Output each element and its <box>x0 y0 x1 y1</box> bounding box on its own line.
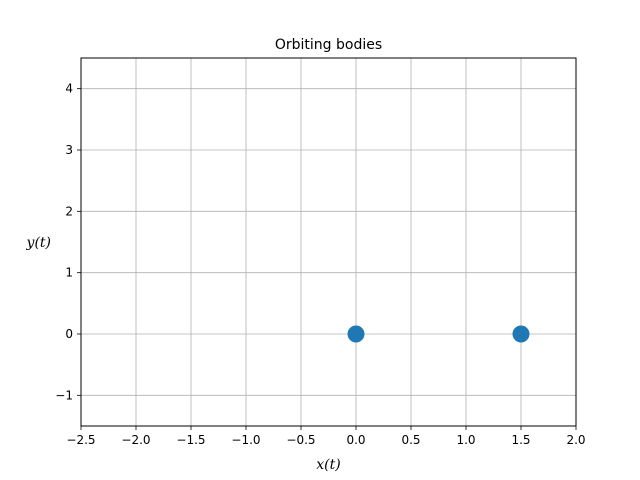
y-tick-label: −1 <box>55 388 73 402</box>
x-tick-label: −0.5 <box>286 433 315 447</box>
chart-title: Orbiting bodies <box>275 37 382 53</box>
x-tick-label: −2.0 <box>121 433 150 447</box>
plot-frame <box>80 57 577 427</box>
data-point <box>347 325 365 343</box>
y-tick-label: 4 <box>65 82 73 96</box>
y-tick-label: 1 <box>65 266 73 280</box>
x-tick-label: 2.0 <box>566 433 585 447</box>
x-tick-label: −2.5 <box>66 433 95 447</box>
y-tick-label: 2 <box>65 204 73 218</box>
y-tick-label: 3 <box>65 143 73 157</box>
x-tick-label: 0.0 <box>346 433 365 447</box>
x-axis-ticks: −2.5 −2.0 −1.5 −1.0 −0.5 0.0 0.5 1.0 1.5 2.0 <box>66 426 586 447</box>
x-tick-label: 0.5 <box>401 433 420 447</box>
y-axis-label: y(t) <box>26 235 51 251</box>
data-points <box>347 325 530 343</box>
y-axis-ticks: −1 0 1 2 3 4 <box>55 82 81 402</box>
x-axis-label: x(t) <box>316 457 340 473</box>
x-tick-label: −1.0 <box>231 433 260 447</box>
grid <box>80 58 577 426</box>
x-tick-label: 1.0 <box>456 433 475 447</box>
y-tick-label: 0 <box>65 327 73 341</box>
x-tick-label: 1.5 <box>511 433 530 447</box>
data-point <box>512 325 530 343</box>
x-tick-label: −1.5 <box>176 433 205 447</box>
